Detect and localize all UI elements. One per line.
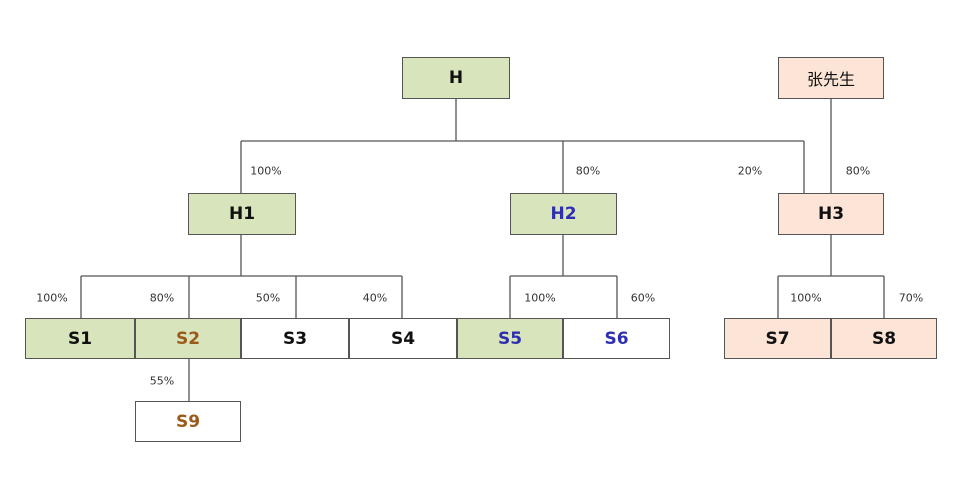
node-s3: S3 (241, 318, 349, 359)
node-s2: S2 (135, 318, 241, 359)
ownership-percent-label: 40% (362, 291, 388, 305)
ownership-percent-label: 60% (630, 291, 656, 305)
node-s9: S9 (135, 401, 241, 442)
node-h: H (402, 57, 510, 99)
node-zhang: 张先生 (778, 57, 884, 99)
ownership-percent-label: 70% (898, 291, 924, 305)
node-h1: H1 (188, 193, 296, 235)
ownership-percent-label: 20% (737, 164, 763, 178)
node-s6: S6 (563, 318, 670, 359)
ownership-percent-label: 100% (790, 291, 822, 305)
ownership-percent-label: 55% (149, 374, 175, 388)
node-s4: S4 (349, 318, 457, 359)
ownership-percent-label: 100% (524, 291, 556, 305)
node-h2: H2 (510, 193, 617, 235)
ownership-percent-label: 80% (149, 291, 175, 305)
node-h3: H3 (778, 193, 884, 235)
ownership-percent-label: 80% (845, 164, 871, 178)
ownership-percent-label: 100% (36, 291, 68, 305)
node-s1: S1 (25, 318, 135, 359)
ownership-percent-label: 80% (575, 164, 601, 178)
node-s5: S5 (457, 318, 563, 359)
ownership-percent-label: 50% (255, 291, 281, 305)
node-s7: S7 (724, 318, 831, 359)
node-s8: S8 (831, 318, 937, 359)
ownership-percent-label: 100% (250, 164, 282, 178)
